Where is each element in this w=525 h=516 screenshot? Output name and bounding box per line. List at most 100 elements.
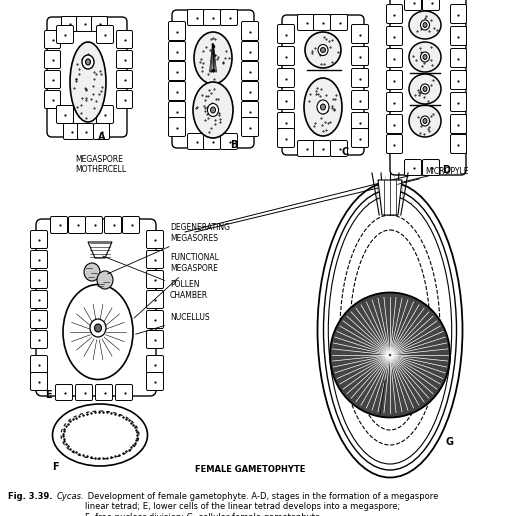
FancyBboxPatch shape <box>117 51 132 69</box>
FancyBboxPatch shape <box>61 17 78 31</box>
Ellipse shape <box>423 23 427 27</box>
Ellipse shape <box>318 44 328 56</box>
FancyBboxPatch shape <box>352 128 369 148</box>
FancyBboxPatch shape <box>86 217 102 234</box>
FancyBboxPatch shape <box>298 14 314 30</box>
FancyBboxPatch shape <box>242 82 258 101</box>
FancyBboxPatch shape <box>169 82 185 101</box>
Text: POLLEN
CHAMBER: POLLEN CHAMBER <box>102 256 208 300</box>
FancyBboxPatch shape <box>282 15 364 155</box>
Ellipse shape <box>318 183 463 477</box>
FancyBboxPatch shape <box>390 0 466 175</box>
Text: G: G <box>445 437 453 447</box>
FancyBboxPatch shape <box>45 71 60 89</box>
Text: C: C <box>341 147 348 157</box>
FancyBboxPatch shape <box>242 102 258 121</box>
FancyBboxPatch shape <box>386 5 403 24</box>
Text: Fig. 3.39.: Fig. 3.39. <box>8 492 52 501</box>
FancyBboxPatch shape <box>386 26 403 45</box>
FancyBboxPatch shape <box>77 17 92 31</box>
FancyBboxPatch shape <box>278 69 295 88</box>
Ellipse shape <box>409 74 441 104</box>
FancyBboxPatch shape <box>220 9 237 25</box>
Polygon shape <box>88 242 112 258</box>
FancyBboxPatch shape <box>278 24 295 43</box>
FancyBboxPatch shape <box>36 219 156 396</box>
Ellipse shape <box>423 55 427 59</box>
FancyBboxPatch shape <box>450 135 467 153</box>
FancyBboxPatch shape <box>352 46 369 66</box>
FancyBboxPatch shape <box>146 250 163 268</box>
FancyBboxPatch shape <box>57 25 74 43</box>
FancyBboxPatch shape <box>45 90 60 108</box>
FancyBboxPatch shape <box>352 90 369 109</box>
FancyBboxPatch shape <box>331 140 348 156</box>
FancyBboxPatch shape <box>220 134 237 150</box>
FancyBboxPatch shape <box>313 140 331 156</box>
FancyBboxPatch shape <box>45 51 60 69</box>
FancyBboxPatch shape <box>278 112 295 132</box>
Text: FUNCTIONAL
MEGASPORE: FUNCTIONAL MEGASPORE <box>134 253 219 318</box>
Text: E: E <box>45 390 51 400</box>
FancyBboxPatch shape <box>116 384 132 400</box>
FancyBboxPatch shape <box>78 123 93 139</box>
Text: Development of female gametophyte. A-D, stages in the formation of a megaspore
l: Development of female gametophyte. A-D, … <box>85 492 438 516</box>
Text: D: D <box>442 165 450 175</box>
FancyBboxPatch shape <box>93 123 110 139</box>
FancyBboxPatch shape <box>30 231 47 249</box>
Text: F: F <box>52 462 59 472</box>
Text: B: B <box>230 140 237 150</box>
FancyBboxPatch shape <box>423 0 439 10</box>
FancyBboxPatch shape <box>91 17 108 31</box>
Ellipse shape <box>193 82 233 138</box>
FancyBboxPatch shape <box>278 90 295 109</box>
Text: NUCELLUS: NUCELLUS <box>135 314 209 334</box>
Ellipse shape <box>317 100 329 114</box>
FancyBboxPatch shape <box>386 92 403 111</box>
FancyBboxPatch shape <box>30 373 47 391</box>
FancyBboxPatch shape <box>47 17 127 137</box>
FancyBboxPatch shape <box>450 26 467 45</box>
FancyBboxPatch shape <box>96 384 112 400</box>
FancyBboxPatch shape <box>57 105 74 123</box>
FancyBboxPatch shape <box>146 270 163 288</box>
FancyBboxPatch shape <box>50 217 68 234</box>
FancyBboxPatch shape <box>169 118 185 137</box>
FancyBboxPatch shape <box>278 46 295 66</box>
FancyBboxPatch shape <box>68 217 86 234</box>
FancyBboxPatch shape <box>76 384 92 400</box>
FancyBboxPatch shape <box>45 30 60 49</box>
FancyBboxPatch shape <box>146 291 163 309</box>
FancyBboxPatch shape <box>146 231 163 249</box>
FancyBboxPatch shape <box>64 123 79 139</box>
Ellipse shape <box>304 78 342 136</box>
FancyBboxPatch shape <box>97 105 113 123</box>
Ellipse shape <box>423 119 427 123</box>
FancyBboxPatch shape <box>386 49 403 68</box>
FancyBboxPatch shape <box>242 118 258 137</box>
FancyBboxPatch shape <box>30 291 47 309</box>
FancyBboxPatch shape <box>204 9 220 25</box>
FancyBboxPatch shape <box>242 41 258 60</box>
FancyBboxPatch shape <box>122 217 140 234</box>
FancyBboxPatch shape <box>117 71 132 89</box>
FancyBboxPatch shape <box>450 92 467 111</box>
FancyBboxPatch shape <box>404 0 422 10</box>
Ellipse shape <box>70 42 106 122</box>
Ellipse shape <box>409 105 441 137</box>
Ellipse shape <box>323 190 457 470</box>
Ellipse shape <box>94 324 101 332</box>
FancyBboxPatch shape <box>450 49 467 68</box>
Ellipse shape <box>84 263 100 281</box>
FancyBboxPatch shape <box>242 61 258 80</box>
FancyBboxPatch shape <box>352 24 369 43</box>
FancyBboxPatch shape <box>450 115 467 134</box>
Ellipse shape <box>207 104 218 117</box>
FancyBboxPatch shape <box>423 159 439 175</box>
FancyBboxPatch shape <box>386 135 403 153</box>
FancyBboxPatch shape <box>30 270 47 288</box>
Ellipse shape <box>90 319 106 337</box>
FancyBboxPatch shape <box>117 30 132 49</box>
FancyBboxPatch shape <box>30 331 47 348</box>
FancyBboxPatch shape <box>242 22 258 40</box>
